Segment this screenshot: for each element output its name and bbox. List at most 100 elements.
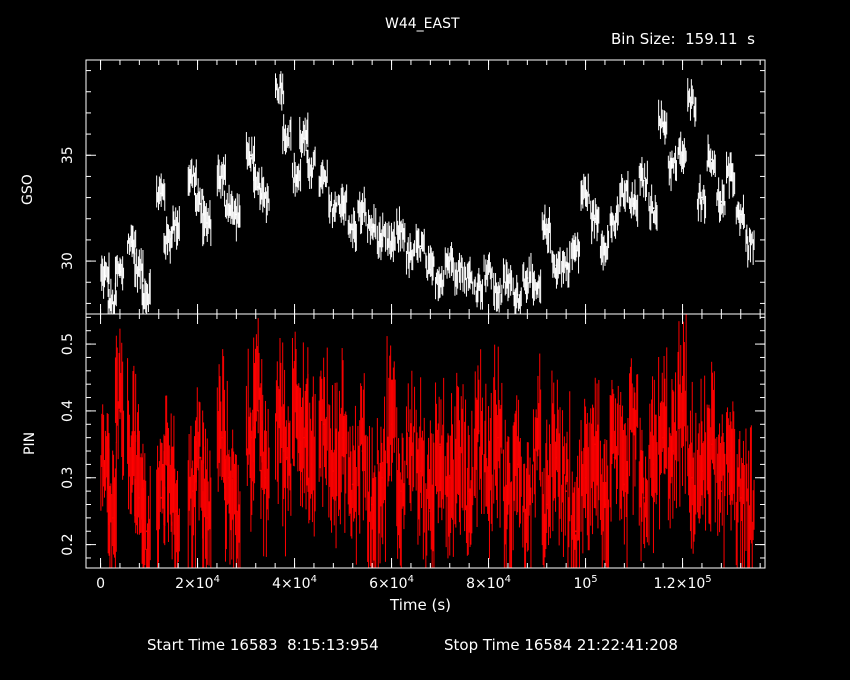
gso-point <box>257 186 260 188</box>
gso-point <box>310 164 313 167</box>
pin-point <box>145 530 148 533</box>
pin-point <box>497 436 500 439</box>
gso-point <box>206 222 209 224</box>
gso-point <box>400 230 403 233</box>
gso-point <box>250 154 252 157</box>
gso-data-layer <box>100 71 755 314</box>
pin-point <box>167 463 170 466</box>
pin-point <box>565 490 568 493</box>
gso-point <box>604 243 606 246</box>
gso-point <box>390 243 393 246</box>
pin-data-layer <box>100 314 755 568</box>
pin-point <box>286 456 289 459</box>
gso-point <box>574 249 577 252</box>
pin-point <box>380 476 383 479</box>
pin-point <box>191 490 194 493</box>
pin-point <box>429 510 432 513</box>
pin-point <box>400 490 403 493</box>
gso-point <box>371 226 374 229</box>
gso-point <box>228 203 230 205</box>
gso-point <box>342 200 344 203</box>
pin-panel-frame <box>85 313 766 569</box>
pin-point <box>410 436 412 439</box>
gso-point <box>380 239 383 241</box>
pin-point <box>310 463 313 466</box>
pin-point <box>235 510 238 513</box>
gso-point <box>720 200 723 203</box>
gso-point <box>167 239 170 241</box>
pin-point <box>371 503 374 506</box>
pin-y-tick-label: 0.5 <box>60 333 76 355</box>
pin-point <box>584 476 587 479</box>
gso-point <box>701 196 703 199</box>
start-time-label: Start Time 16583 8:15:13:954 <box>147 636 379 654</box>
pin-y-tick-label: 0.3 <box>60 467 76 489</box>
pin-point <box>448 476 451 479</box>
pin-point <box>477 430 480 432</box>
pin-point <box>613 456 616 459</box>
pin-point <box>487 470 490 472</box>
gso-point <box>138 268 141 271</box>
gso-point <box>516 294 519 296</box>
pin-point <box>623 483 626 486</box>
gso-point <box>565 264 568 267</box>
gso-point <box>526 277 529 279</box>
gso-point <box>235 213 238 216</box>
gso-point <box>681 154 684 157</box>
gso-point <box>623 192 626 195</box>
pin-point <box>390 423 393 426</box>
x-tick-label: 4×104 <box>272 574 317 592</box>
pin-point <box>279 416 281 419</box>
gso-point <box>145 291 148 294</box>
gso-point <box>199 203 201 205</box>
gso-point <box>507 281 509 284</box>
pin-point <box>206 516 209 519</box>
pin-point <box>720 490 723 493</box>
x-tick-label: 1.2×105 <box>653 574 711 592</box>
pin-point <box>574 530 577 533</box>
x-tick-label: 2×104 <box>175 574 220 592</box>
pin-point <box>104 476 107 479</box>
gso-point <box>191 175 194 178</box>
gso-point <box>652 207 655 210</box>
gso-point <box>429 268 432 271</box>
gso-point <box>351 228 354 231</box>
pin-point <box>594 443 597 446</box>
gso-point <box>468 277 471 279</box>
pin-point <box>296 396 298 399</box>
pin-point <box>671 450 674 452</box>
pin-point <box>536 450 538 452</box>
gso-point <box>739 213 742 216</box>
pin-axis-label: PIN <box>22 431 38 455</box>
gso-point <box>174 224 177 227</box>
gso-y-tick-label: 35 <box>60 146 76 164</box>
gso-point <box>613 222 616 224</box>
x-tick-label: 6×104 <box>369 574 414 592</box>
gso-point <box>296 175 298 178</box>
pin-point <box>419 470 422 472</box>
gso-point <box>332 207 335 210</box>
pin-point <box>691 476 694 479</box>
pin-point <box>351 483 354 486</box>
x-tick-label: 0 <box>96 576 105 592</box>
pin-point <box>555 456 558 459</box>
bin-size-label: Bin Size: 159.11 s <box>611 30 755 48</box>
pin-point <box>681 410 684 412</box>
gso-point <box>458 268 461 271</box>
pin-point <box>739 496 742 499</box>
gso-point <box>119 270 121 273</box>
gso-point <box>487 270 490 273</box>
pin-point <box>642 496 645 499</box>
pin-point <box>111 516 114 519</box>
x-tick-label: 8×104 <box>466 574 511 592</box>
pin-point <box>701 470 703 472</box>
gso-point <box>545 228 548 231</box>
pin-point <box>604 503 606 506</box>
gso-point <box>220 175 223 178</box>
gso-point <box>410 255 412 258</box>
gso-point <box>642 179 645 182</box>
pin-point <box>228 476 230 479</box>
gso-point <box>286 133 289 135</box>
pin-point <box>332 470 335 472</box>
